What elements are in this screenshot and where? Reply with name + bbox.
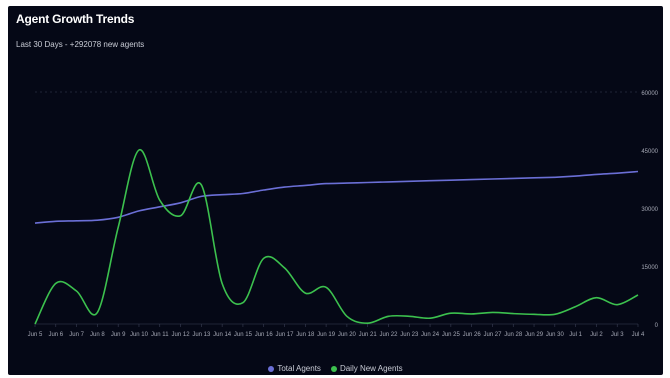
x-tick-label: Jul 1 bbox=[569, 332, 582, 338]
x-tick-label: Jun 13 bbox=[192, 332, 211, 338]
legend-label-daily-new-agents: Daily New Agents bbox=[339, 364, 403, 373]
x-tick-label: Jun 18 bbox=[296, 332, 315, 338]
x-tick-label: Jun 19 bbox=[317, 332, 336, 338]
x-tick-label: Jul 3 bbox=[611, 332, 624, 338]
right-tick-label: 0 bbox=[655, 323, 659, 329]
right-axis: 0 15000 30000 45000 60000 bbox=[641, 91, 658, 329]
x-tick-label: Jun 29 bbox=[525, 332, 544, 338]
legend-item-total-agents[interactable]: Total Agents bbox=[268, 364, 321, 373]
x-tick-label: Jun 25 bbox=[442, 332, 461, 338]
x-tick-label: Jun 27 bbox=[483, 332, 502, 338]
x-tick-label: Jun 12 bbox=[172, 332, 191, 338]
x-tick-label: Jul 2 bbox=[590, 332, 603, 338]
x-tick-label: Jun 5 bbox=[28, 332, 43, 338]
x-tick-label: Jun 17 bbox=[276, 332, 295, 338]
x-tick-label: Jun 30 bbox=[546, 332, 565, 338]
x-tick-label: Jul 4 bbox=[632, 332, 645, 338]
x-axis: Jun 5 Jun 6 Jun 7 Jun 8 Jun 9 Jun 10 Jun 11 Jun… bbox=[28, 324, 645, 338]
right-tick-label: 15000 bbox=[641, 265, 658, 271]
x-tick-label: Jun 20 bbox=[338, 332, 357, 338]
line-chart: 0 15000 30000 45000 60000 Jun 5 Jun 6 Jun 7 Jun… bbox=[28, 91, 659, 338]
chart-legend: Total Agents Daily New Agents bbox=[8, 364, 663, 373]
x-tick-label: Jun 23 bbox=[400, 332, 419, 338]
x-tick-label: Jun 26 bbox=[463, 332, 482, 338]
right-tick-label: 60000 bbox=[641, 91, 658, 97]
x-tick-label: Jun 7 bbox=[69, 332, 84, 338]
series-line-daily-new-agents bbox=[34, 149, 639, 325]
x-tick-label: Jun 22 bbox=[379, 332, 398, 338]
series-layer bbox=[34, 149, 639, 325]
grid-layer bbox=[35, 91, 638, 325]
x-tick-label: Jun 9 bbox=[111, 332, 126, 338]
legend-dot-daily-new-agents bbox=[330, 365, 337, 372]
x-tick-label: Jun 14 bbox=[213, 332, 232, 338]
chart-panel: Agent Growth Trends Last 30 Days - +2920… bbox=[8, 6, 663, 375]
chart-title: Agent Growth Trends bbox=[16, 12, 135, 26]
x-tick-label: Jun 10 bbox=[130, 332, 149, 338]
right-tick-label: 30000 bbox=[641, 207, 658, 213]
legend-dot-total-agents bbox=[268, 365, 275, 372]
series-line-total-agents bbox=[34, 170, 639, 224]
legend-label-total-agents: Total Agents bbox=[277, 364, 321, 373]
x-tick-label: Jun 8 bbox=[90, 332, 105, 338]
x-tick-label: Jun 16 bbox=[255, 332, 274, 338]
x-tick-label: Jun 21 bbox=[359, 332, 378, 338]
x-tick-label: Jun 6 bbox=[48, 332, 63, 338]
chart-subtitle: Last 30 Days - +292078 new agents bbox=[16, 40, 145, 49]
x-tick-label: Jun 11 bbox=[151, 332, 169, 338]
x-tick-label: Jun 24 bbox=[421, 332, 440, 338]
x-tick-label: Jun 28 bbox=[504, 332, 523, 338]
right-tick-label: 45000 bbox=[641, 149, 658, 155]
x-tick-label: Jun 15 bbox=[234, 332, 253, 338]
legend-item-daily-new-agents[interactable]: Daily New Agents bbox=[330, 364, 403, 373]
